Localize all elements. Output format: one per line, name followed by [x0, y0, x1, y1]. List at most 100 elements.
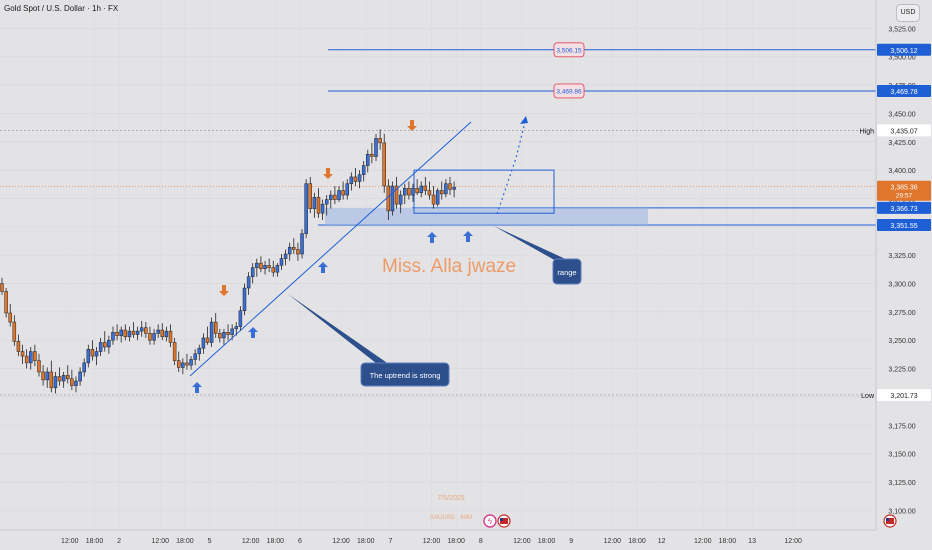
candle-bull[interactable]	[197, 347, 202, 355]
candle-bear[interactable]	[123, 329, 128, 338]
candle-bull[interactable]	[324, 199, 329, 205]
candle-bull[interactable]	[300, 233, 304, 255]
candle-bull[interactable]	[98, 342, 103, 352]
candle-bull[interactable]	[361, 165, 366, 175]
candle-bull[interactable]	[164, 330, 169, 338]
candle-bear[interactable]	[341, 190, 345, 196]
candle-bear[interactable]	[131, 330, 136, 335]
support-zone[interactable]	[325, 207, 648, 226]
candle-bear[interactable]	[57, 376, 62, 382]
candle-bull[interactable]	[374, 138, 378, 157]
candle-bear[interactable]	[394, 185, 399, 205]
candle-bull[interactable]	[181, 362, 185, 368]
candle-bull[interactable]	[94, 351, 99, 357]
candle-bull[interactable]	[74, 380, 78, 386]
candle-bull[interactable]	[275, 265, 280, 273]
candle-bear[interactable]	[168, 330, 173, 343]
candle-bear[interactable]	[12, 321, 17, 342]
candle-bull[interactable]	[193, 353, 197, 360]
candle-bear[interactable]	[333, 194, 337, 200]
candle-bear[interactable]	[8, 312, 12, 323]
candle-bear[interactable]	[431, 194, 436, 205]
dividend-flash-icon[interactable]	[483, 514, 497, 528]
candle-bull[interactable]	[135, 330, 140, 335]
candle-bear[interactable]	[378, 138, 382, 144]
candle-bull[interactable]	[234, 326, 239, 330]
candle-bull[interactable]	[398, 194, 403, 205]
candle-bull[interactable]	[366, 153, 370, 166]
candle-bull[interactable]	[337, 190, 341, 200]
candle-bear[interactable]	[24, 355, 29, 364]
candle-bull[interactable]	[111, 332, 115, 341]
candle-bull[interactable]	[29, 351, 33, 364]
candle-bull[interactable]	[107, 339, 111, 348]
trend-callout-box[interactable]	[360, 362, 450, 387]
candle-bull[interactable]	[119, 329, 123, 336]
range-callout-box[interactable]	[552, 258, 582, 285]
candle-bear[interactable]	[103, 342, 107, 348]
candle-bull[interactable]	[238, 310, 243, 327]
candle-bear[interactable]	[41, 371, 45, 381]
candle-bear[interactable]	[407, 188, 411, 196]
candle-bull[interactable]	[403, 188, 407, 196]
candle-bull[interactable]	[222, 332, 226, 339]
candle-bull[interactable]	[45, 371, 49, 381]
candle-bull[interactable]	[127, 330, 132, 338]
candle-bull[interactable]	[53, 376, 58, 389]
candle-bear[interactable]	[308, 183, 312, 209]
candle-bull[interactable]	[156, 329, 160, 334]
candle-bull[interactable]	[189, 359, 193, 366]
candle-bear[interactable]	[66, 375, 70, 380]
candle-bull[interactable]	[452, 186, 456, 190]
candle-bear[interactable]	[70, 378, 74, 386]
candle-bear[interactable]	[271, 267, 276, 273]
candle-bull[interactable]	[139, 327, 144, 332]
candle-bear[interactable]	[267, 265, 271, 268]
candle-bear[interactable]	[382, 142, 386, 187]
candle-bear[interactable]	[20, 351, 25, 357]
candle-bull[interactable]	[287, 246, 292, 255]
candle-bull[interactable]	[411, 188, 415, 196]
candle-bear[interactable]	[37, 360, 41, 373]
candle-bear[interactable]	[0, 283, 4, 292]
candle-bear[interactable]	[176, 360, 181, 368]
candle-bull[interactable]	[320, 203, 325, 214]
candle-bull[interactable]	[357, 174, 362, 182]
candle-bull[interactable]	[419, 185, 423, 194]
candle-bear[interactable]	[386, 185, 391, 212]
candle-bull[interactable]	[304, 183, 308, 234]
candle-bull[interactable]	[349, 176, 354, 184]
candle-bull[interactable]	[250, 267, 255, 277]
candle-bear[interactable]	[115, 332, 119, 336]
candle-bull[interactable]	[444, 183, 448, 195]
candle-bull[interactable]	[312, 197, 317, 209]
candle-bear[interactable]	[440, 190, 444, 195]
candle-bear[interactable]	[218, 333, 222, 339]
candle-bull[interactable]	[263, 265, 267, 270]
candle-bull[interactable]	[345, 183, 349, 196]
candle-bear[interactable]	[292, 246, 296, 250]
candle-bear[interactable]	[226, 332, 230, 335]
candle-bull[interactable]	[329, 194, 333, 200]
candle-bull[interactable]	[152, 333, 156, 341]
candle-bull[interactable]	[255, 262, 259, 268]
candle-bear[interactable]	[205, 337, 210, 343]
candle-bull[interactable]	[61, 375, 66, 382]
candle-bear[interactable]	[448, 183, 452, 190]
uptrend-line[interactable]	[189, 121, 472, 377]
candle-bear[interactable]	[172, 342, 177, 361]
candle-bear[interactable]	[259, 262, 263, 270]
currency-button[interactable]: USD	[896, 4, 920, 22]
candle-bear[interactable]	[415, 188, 419, 194]
candle-bull[interactable]	[283, 253, 288, 259]
candle-bear[interactable]	[423, 185, 428, 191]
candle-bull[interactable]	[279, 258, 284, 266]
candle-bull[interactable]	[390, 185, 395, 212]
candle-bull[interactable]	[209, 321, 214, 343]
candle-bull[interactable]	[230, 328, 234, 335]
candle-bear[interactable]	[16, 341, 21, 352]
candle-bear[interactable]	[316, 197, 321, 214]
candle-bull[interactable]	[435, 190, 440, 205]
candle-bear[interactable]	[160, 329, 165, 338]
